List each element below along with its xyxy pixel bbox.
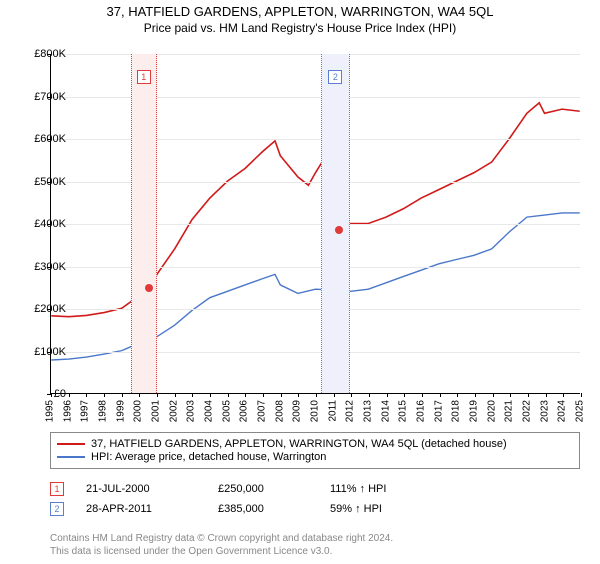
band-marker-1: 1 xyxy=(137,70,151,84)
x-tick-label: 2004 xyxy=(204,400,215,422)
y-tick-label: £100K xyxy=(34,346,66,358)
sale-date: 28-APR-2011 xyxy=(86,503,196,515)
x-tick-label: 2007 xyxy=(257,400,268,422)
chart-container: 37, HATFIELD GARDENS, APPLETON, WARRINGT… xyxy=(0,4,600,564)
footer-line-1: Contains HM Land Registry data © Crown c… xyxy=(50,533,580,546)
sale-marker-1: 1 xyxy=(50,482,64,496)
x-tick-label: 2025 xyxy=(575,400,586,422)
legend-label: HPI: Average price, detached house, Warr… xyxy=(91,451,326,463)
legend-row: 37, HATFIELD GARDENS, APPLETON, WARRINGT… xyxy=(57,438,573,450)
sale-band xyxy=(321,54,349,393)
x-tick-label: 2010 xyxy=(310,400,321,422)
x-tick-label: 2012 xyxy=(345,400,356,422)
legend-label: 37, HATFIELD GARDENS, APPLETON, WARRINGT… xyxy=(91,438,507,450)
chart-title: 37, HATFIELD GARDENS, APPLETON, WARRINGT… xyxy=(0,4,600,19)
y-tick-label: £0 xyxy=(54,388,66,400)
x-tick-label: 1995 xyxy=(45,400,56,422)
x-tick-label: 2009 xyxy=(292,400,303,422)
x-tick-label: 2021 xyxy=(504,400,515,422)
x-tick-label: 2003 xyxy=(186,400,197,422)
y-tick-label: £700K xyxy=(34,91,66,103)
x-tick-label: 2006 xyxy=(239,400,250,422)
x-tick-label: 2019 xyxy=(469,400,480,422)
sale-point xyxy=(335,226,343,234)
sale-row-1: 1 21-JUL-2000 £250,000 111% ↑ HPI xyxy=(50,482,580,496)
sale-date: 21-JUL-2000 xyxy=(86,483,196,495)
x-tick-label: 2014 xyxy=(380,400,391,422)
x-tick-label: 2020 xyxy=(486,400,497,422)
footer-line-2: This data is licensed under the Open Gov… xyxy=(50,546,580,559)
x-tick-label: 1998 xyxy=(98,400,109,422)
footer-attribution: Contains HM Land Registry data © Crown c… xyxy=(50,533,580,558)
y-tick-label: £800K xyxy=(34,48,66,60)
x-tick-label: 2000 xyxy=(133,400,144,422)
y-tick-label: £400K xyxy=(34,218,66,230)
legend: 37, HATFIELD GARDENS, APPLETON, WARRINGT… xyxy=(50,432,580,469)
y-tick-label: £600K xyxy=(34,133,66,145)
chart-subtitle: Price paid vs. HM Land Registry's House … xyxy=(0,21,600,35)
legend-swatch xyxy=(57,443,85,445)
x-tick-label: 2022 xyxy=(522,400,533,422)
legend-row: HPI: Average price, detached house, Warr… xyxy=(57,451,573,463)
x-tick-label: 2008 xyxy=(274,400,285,422)
x-tick-label: 2018 xyxy=(451,400,462,422)
sale-price: £250,000 xyxy=(218,483,308,495)
x-tick-label: 2011 xyxy=(327,400,338,422)
sale-row-2: 2 28-APR-2011 £385,000 59% ↑ HPI xyxy=(50,502,580,516)
sale-pct: 59% ↑ HPI xyxy=(330,503,440,515)
x-tick-label: 1999 xyxy=(115,400,126,422)
x-tick-label: 2016 xyxy=(416,400,427,422)
sale-point xyxy=(145,284,153,292)
sale-price: £385,000 xyxy=(218,503,308,515)
x-tick-label: 2017 xyxy=(433,400,444,422)
y-tick-label: £300K xyxy=(34,261,66,273)
sale-marker-2: 2 xyxy=(50,502,64,516)
x-tick-label: 2024 xyxy=(557,400,568,422)
sale-band xyxy=(131,54,158,393)
x-tick-label: 1997 xyxy=(80,400,91,422)
x-tick-label: 2002 xyxy=(168,400,179,422)
plot-area: 12 xyxy=(50,54,580,394)
x-tick-label: 2023 xyxy=(539,400,550,422)
y-tick-label: £500K xyxy=(34,176,66,188)
x-tick-label: 2001 xyxy=(151,400,162,422)
x-tick-label: 2015 xyxy=(398,400,409,422)
x-tick-label: 2013 xyxy=(363,400,374,422)
x-tick-label: 1996 xyxy=(62,400,73,422)
y-tick-label: £200K xyxy=(34,303,66,315)
band-marker-2: 2 xyxy=(328,70,342,84)
x-tick-label: 2005 xyxy=(221,400,232,422)
sale-pct: 111% ↑ HPI xyxy=(330,483,440,495)
legend-swatch xyxy=(57,456,85,458)
